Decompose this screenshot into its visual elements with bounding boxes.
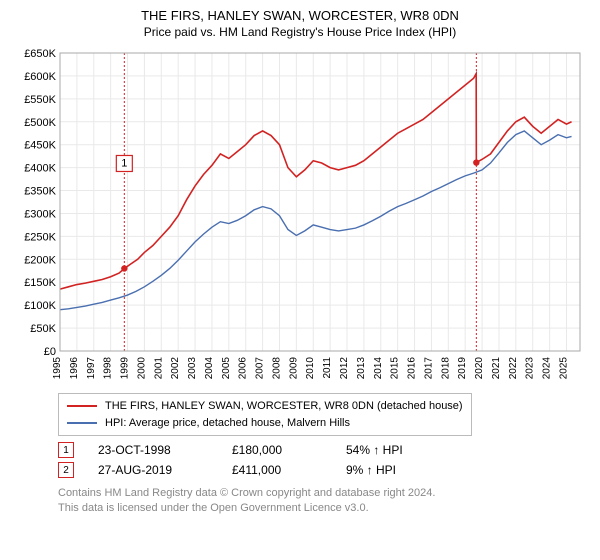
legend-label: THE FIRS, HANLEY SWAN, WORCESTER, WR8 0D… <box>105 398 463 415</box>
marker-table: 1 23-OCT-1998 £180,000 54% ↑ HPI 2 27-AUG-201… <box>58 442 586 478</box>
svg-text:2009: 2009 <box>288 357 299 380</box>
svg-text:1995: 1995 <box>52 357 63 380</box>
svg-text:2001: 2001 <box>153 357 164 380</box>
svg-text:2003: 2003 <box>187 357 198 380</box>
svg-text:£200K: £200K <box>24 254 56 266</box>
svg-text:£450K: £450K <box>24 140 56 152</box>
svg-text:2006: 2006 <box>238 357 249 380</box>
svg-text:2012: 2012 <box>339 357 350 380</box>
svg-text:2004: 2004 <box>204 357 215 380</box>
svg-text:1998: 1998 <box>103 357 114 380</box>
marker-badge: 1 <box>58 442 74 458</box>
svg-text:£250K: £250K <box>24 231 56 243</box>
legend-swatch <box>67 422 97 424</box>
svg-text:2014: 2014 <box>373 357 384 380</box>
marker-row: 2 27-AUG-2019 £411,000 9% ↑ HPI <box>58 462 586 478</box>
legend: THE FIRS, HANLEY SWAN, WORCESTER, WR8 0D… <box>58 393 472 436</box>
svg-text:2021: 2021 <box>491 357 502 380</box>
marker-delta: 54% ↑ HPI <box>346 443 403 457</box>
legend-item: HPI: Average price, detached house, Malv… <box>67 415 463 432</box>
svg-text:2018: 2018 <box>440 357 451 380</box>
marker-price: £180,000 <box>232 443 322 457</box>
svg-text:2016: 2016 <box>407 357 418 380</box>
chart-subtitle: Price paid vs. HM Land Registry's House … <box>14 25 586 39</box>
svg-text:£400K: £400K <box>24 163 56 175</box>
svg-text:2015: 2015 <box>390 357 401 380</box>
legend-label: HPI: Average price, detached house, Malv… <box>105 415 350 432</box>
svg-text:£500K: £500K <box>24 117 56 129</box>
footer-line1: Contains HM Land Registry data © Crown c… <box>58 486 586 501</box>
svg-text:2000: 2000 <box>136 357 147 380</box>
svg-text:2025: 2025 <box>558 357 569 380</box>
marker-row: 1 23-OCT-1998 £180,000 54% ↑ HPI <box>58 442 586 458</box>
svg-text:£350K: £350K <box>24 186 56 198</box>
marker-delta: 9% ↑ HPI <box>346 463 396 477</box>
legend-item: THE FIRS, HANLEY SWAN, WORCESTER, WR8 0D… <box>67 398 463 415</box>
marker-price: £411,000 <box>232 463 322 477</box>
footer-line2: This data is licensed under the Open Gov… <box>58 501 586 516</box>
svg-text:£300K: £300K <box>24 208 56 220</box>
svg-text:2005: 2005 <box>221 357 232 380</box>
svg-text:2013: 2013 <box>356 357 367 380</box>
svg-text:2008: 2008 <box>271 357 282 380</box>
marker-badge: 2 <box>58 462 74 478</box>
svg-text:£650K: £650K <box>24 48 56 60</box>
svg-text:2019: 2019 <box>457 357 468 380</box>
svg-text:2011: 2011 <box>322 357 333 379</box>
svg-text:£0: £0 <box>44 346 56 358</box>
legend-swatch <box>67 405 97 407</box>
svg-text:£100K: £100K <box>24 300 56 312</box>
footer-attribution: Contains HM Land Registry data © Crown c… <box>58 486 586 516</box>
line-chart: £0 £50K £100K £150K £200K £250K £300K £350K £400… <box>14 45 586 385</box>
svg-text:2023: 2023 <box>525 357 536 380</box>
svg-text:2024: 2024 <box>542 357 553 380</box>
svg-text:2002: 2002 <box>170 357 181 380</box>
svg-text:2007: 2007 <box>255 357 266 380</box>
chart-title: THE FIRS, HANLEY SWAN, WORCESTER, WR8 0D… <box>14 8 586 23</box>
svg-text:1996: 1996 <box>69 357 80 380</box>
chart-area: £0 £50K £100K £150K £200K £250K £300K £350K £400… <box>14 45 586 385</box>
svg-text:£550K: £550K <box>24 94 56 106</box>
marker-date: 27-AUG-2019 <box>98 463 208 477</box>
marker-date: 23-OCT-1998 <box>98 443 208 457</box>
svg-text:1997: 1997 <box>86 357 97 380</box>
svg-text:£600K: £600K <box>24 71 56 83</box>
svg-text:2020: 2020 <box>474 357 485 380</box>
svg-text:1: 1 <box>121 157 127 169</box>
svg-text:2010: 2010 <box>305 357 316 380</box>
svg-text:2022: 2022 <box>508 357 519 380</box>
svg-text:2017: 2017 <box>423 357 434 380</box>
svg-text:1999: 1999 <box>120 357 131 380</box>
svg-text:£50K: £50K <box>30 323 56 335</box>
svg-text:£150K: £150K <box>24 277 56 289</box>
